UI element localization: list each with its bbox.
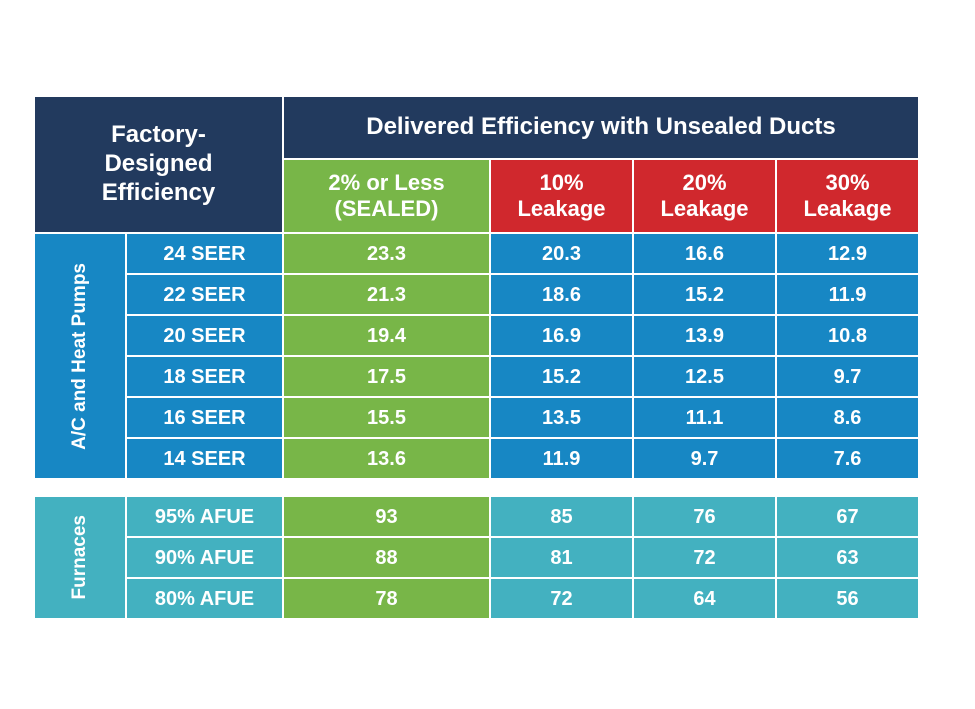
table-cell-value: 13.9 bbox=[634, 316, 775, 355]
table-cell-value: 16.9 bbox=[491, 316, 632, 355]
column-header-line: Leakage bbox=[660, 196, 749, 221]
column-header-line: 10% bbox=[539, 169, 584, 195]
table-cell-value: 13.6 bbox=[284, 439, 489, 478]
row-label: 90% AFUE bbox=[127, 538, 282, 577]
table-cell-value: 11.9 bbox=[491, 439, 632, 478]
row-label: 24 SEER bbox=[127, 234, 282, 273]
table-cell-value: 13.5 bbox=[491, 398, 632, 437]
column-header-line: Leakage bbox=[803, 196, 892, 221]
row-label: 95% AFUE bbox=[127, 497, 282, 536]
column-header-line: (SEALED) bbox=[334, 196, 439, 221]
table-cell-value: 8.6 bbox=[777, 398, 918, 437]
table-cell-value: 21.3 bbox=[284, 275, 489, 314]
row-label: 18 SEER bbox=[127, 357, 282, 396]
row-group-label-text: A/C and Heat Pumps bbox=[68, 262, 90, 450]
group-spacer bbox=[35, 480, 918, 495]
table-cell-value: 64 bbox=[634, 579, 775, 618]
table-cell-value: 81 bbox=[491, 538, 632, 577]
table-cell-value: 72 bbox=[634, 538, 775, 577]
row-group-label-text: Furnaces bbox=[68, 515, 90, 600]
corner-header: Factory- Designed Efficiency bbox=[35, 97, 282, 232]
table-cell-value: 72 bbox=[491, 579, 632, 618]
table-cell-value: 85 bbox=[491, 497, 632, 536]
column-header-30-leakage: 30% Leakage bbox=[777, 160, 918, 232]
corner-header-line: Efficiency bbox=[101, 178, 216, 206]
column-header-line: 30% bbox=[825, 169, 870, 195]
row-label: 20 SEER bbox=[127, 316, 282, 355]
table-cell-value: 18.6 bbox=[491, 275, 632, 314]
table-cell-value: 12.9 bbox=[777, 234, 918, 273]
group-header: Delivered Efficiency with Unsealed Ducts bbox=[284, 97, 918, 158]
table-cell-value: 7.6 bbox=[777, 439, 918, 478]
table-cell-value: 23.3 bbox=[284, 234, 489, 273]
column-header-sealed: 2% or Less (SEALED) bbox=[284, 160, 489, 232]
corner-header-line: Designed bbox=[104, 150, 213, 178]
table-cell-value: 93 bbox=[284, 497, 489, 536]
column-header-line: 2% or Less bbox=[328, 169, 445, 195]
table-cell-value: 20.3 bbox=[491, 234, 632, 273]
table-cell-value: 9.7 bbox=[634, 439, 775, 478]
table-cell-value: 9.7 bbox=[777, 357, 918, 396]
table-cell-value: 15.2 bbox=[634, 275, 775, 314]
table-cell-value: 11.9 bbox=[777, 275, 918, 314]
table-cell-value: 19.4 bbox=[284, 316, 489, 355]
table-cell-value: 56 bbox=[777, 579, 918, 618]
table-cell-value: 11.1 bbox=[634, 398, 775, 437]
table-cell-value: 76 bbox=[634, 497, 775, 536]
table-cell-value: 15.2 bbox=[491, 357, 632, 396]
table-cell-value: 17.5 bbox=[284, 357, 489, 396]
table-cell-value: 67 bbox=[777, 497, 918, 536]
row-label: 16 SEER bbox=[127, 398, 282, 437]
column-header-10-leakage: 10% Leakage bbox=[491, 160, 632, 232]
row-group-label-ac-heat-pumps: A/C and Heat Pumps bbox=[35, 234, 125, 478]
column-header-line: Leakage bbox=[517, 196, 606, 221]
table-cell-value: 12.5 bbox=[634, 357, 775, 396]
corner-header-line: Factory- bbox=[111, 121, 206, 149]
table-cell-value: 63 bbox=[777, 538, 918, 577]
column-header-20-leakage: 20% Leakage bbox=[634, 160, 775, 232]
row-label: 22 SEER bbox=[127, 275, 282, 314]
efficiency-table: Factory- Designed Efficiency Delivered E… bbox=[35, 97, 918, 618]
row-label: 80% AFUE bbox=[127, 579, 282, 618]
column-header-line: 20% bbox=[682, 169, 727, 195]
table-cell-value: 15.5 bbox=[284, 398, 489, 437]
table-cell-value: 88 bbox=[284, 538, 489, 577]
row-label: 14 SEER bbox=[127, 439, 282, 478]
table-cell-value: 16.6 bbox=[634, 234, 775, 273]
table-cell-value: 78 bbox=[284, 579, 489, 618]
row-group-label-furnaces: Furnaces bbox=[35, 497, 125, 618]
table-cell-value: 10.8 bbox=[777, 316, 918, 355]
